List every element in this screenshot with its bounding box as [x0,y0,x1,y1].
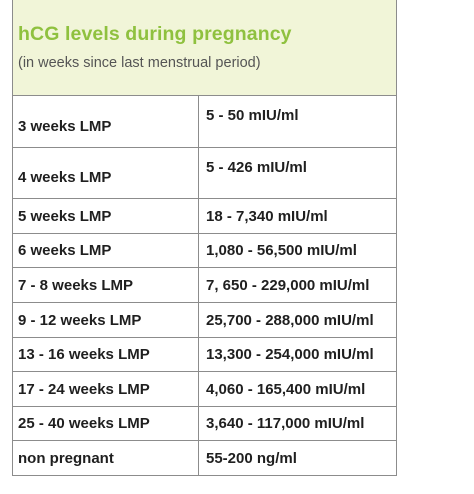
table-row: 3 weeks LMP 5 - 50 mIU/ml [13,96,396,148]
level-cell: 18 - 7,340 mIU/ml [206,208,328,225]
period-cell: 4 weeks LMP [18,169,112,186]
table-row: 7 - 8 weeks LMP 7, 650 - 229,000 mIU/ml [13,268,396,303]
level-cell: 7, 650 - 229,000 mIU/ml [206,277,370,294]
table-row: 5 weeks LMP 18 - 7,340 mIU/ml [13,199,396,234]
level-cell: 13,300 - 254,000 mIU/ml [206,346,374,363]
level-cell: 5 - 50 mIU/ml [206,107,299,124]
period-cell: 5 weeks LMP [18,208,112,225]
period-cell: 9 - 12 weeks LMP [18,312,142,329]
period-cell: 7 - 8 weeks LMP [18,277,134,294]
table-row: 4 weeks LMP 5 - 426 mIU/ml [13,148,396,199]
level-cell: 55-200 ng/ml [206,450,297,467]
table-row: 25 - 40 weeks LMP 3,640 - 117,000 mIU/ml [13,407,396,441]
period-cell: 13 - 16 weeks LMP [18,346,150,363]
level-cell: 5 - 426 mIU/ml [206,159,307,176]
table-row: 13 - 16 weeks LMP 13,300 - 254,000 mIU/m… [13,338,396,372]
table-subtitle: (in weeks since last menstrual period) [18,55,261,71]
table-body: 3 weeks LMP 5 - 50 mIU/ml 4 weeks LMP 5 … [13,96,396,475]
table-row: 6 weeks LMP 1,080 - 56,500 mIU/ml [13,234,396,268]
hcg-table-card: hCG levels during pregnancy (in weeks si… [12,0,397,476]
period-cell: 17 - 24 weeks LMP [18,381,150,398]
level-cell: 4,060 - 165,400 mIU/ml [206,381,366,398]
level-cell: 25,700 - 288,000 mIU/ml [206,312,374,329]
level-cell: 3,640 - 117,000 mIU/ml [206,415,365,432]
period-cell: 3 weeks LMP [18,118,112,135]
table-header: hCG levels during pregnancy (in weeks si… [13,0,396,96]
table-row: non pregnant 55-200 ng/ml [13,441,396,475]
column-divider [198,96,199,475]
table-title: hCG levels during pregnancy [18,23,292,45]
period-cell: 6 weeks LMP [18,242,112,259]
table-row: 9 - 12 weeks LMP 25,700 - 288,000 mIU/ml [13,303,396,338]
level-cell: 1,080 - 56,500 mIU/ml [206,242,357,259]
period-cell: non pregnant [18,450,114,467]
table-row: 17 - 24 weeks LMP 4,060 - 165,400 mIU/ml [13,372,396,407]
period-cell: 25 - 40 weeks LMP [18,415,150,432]
